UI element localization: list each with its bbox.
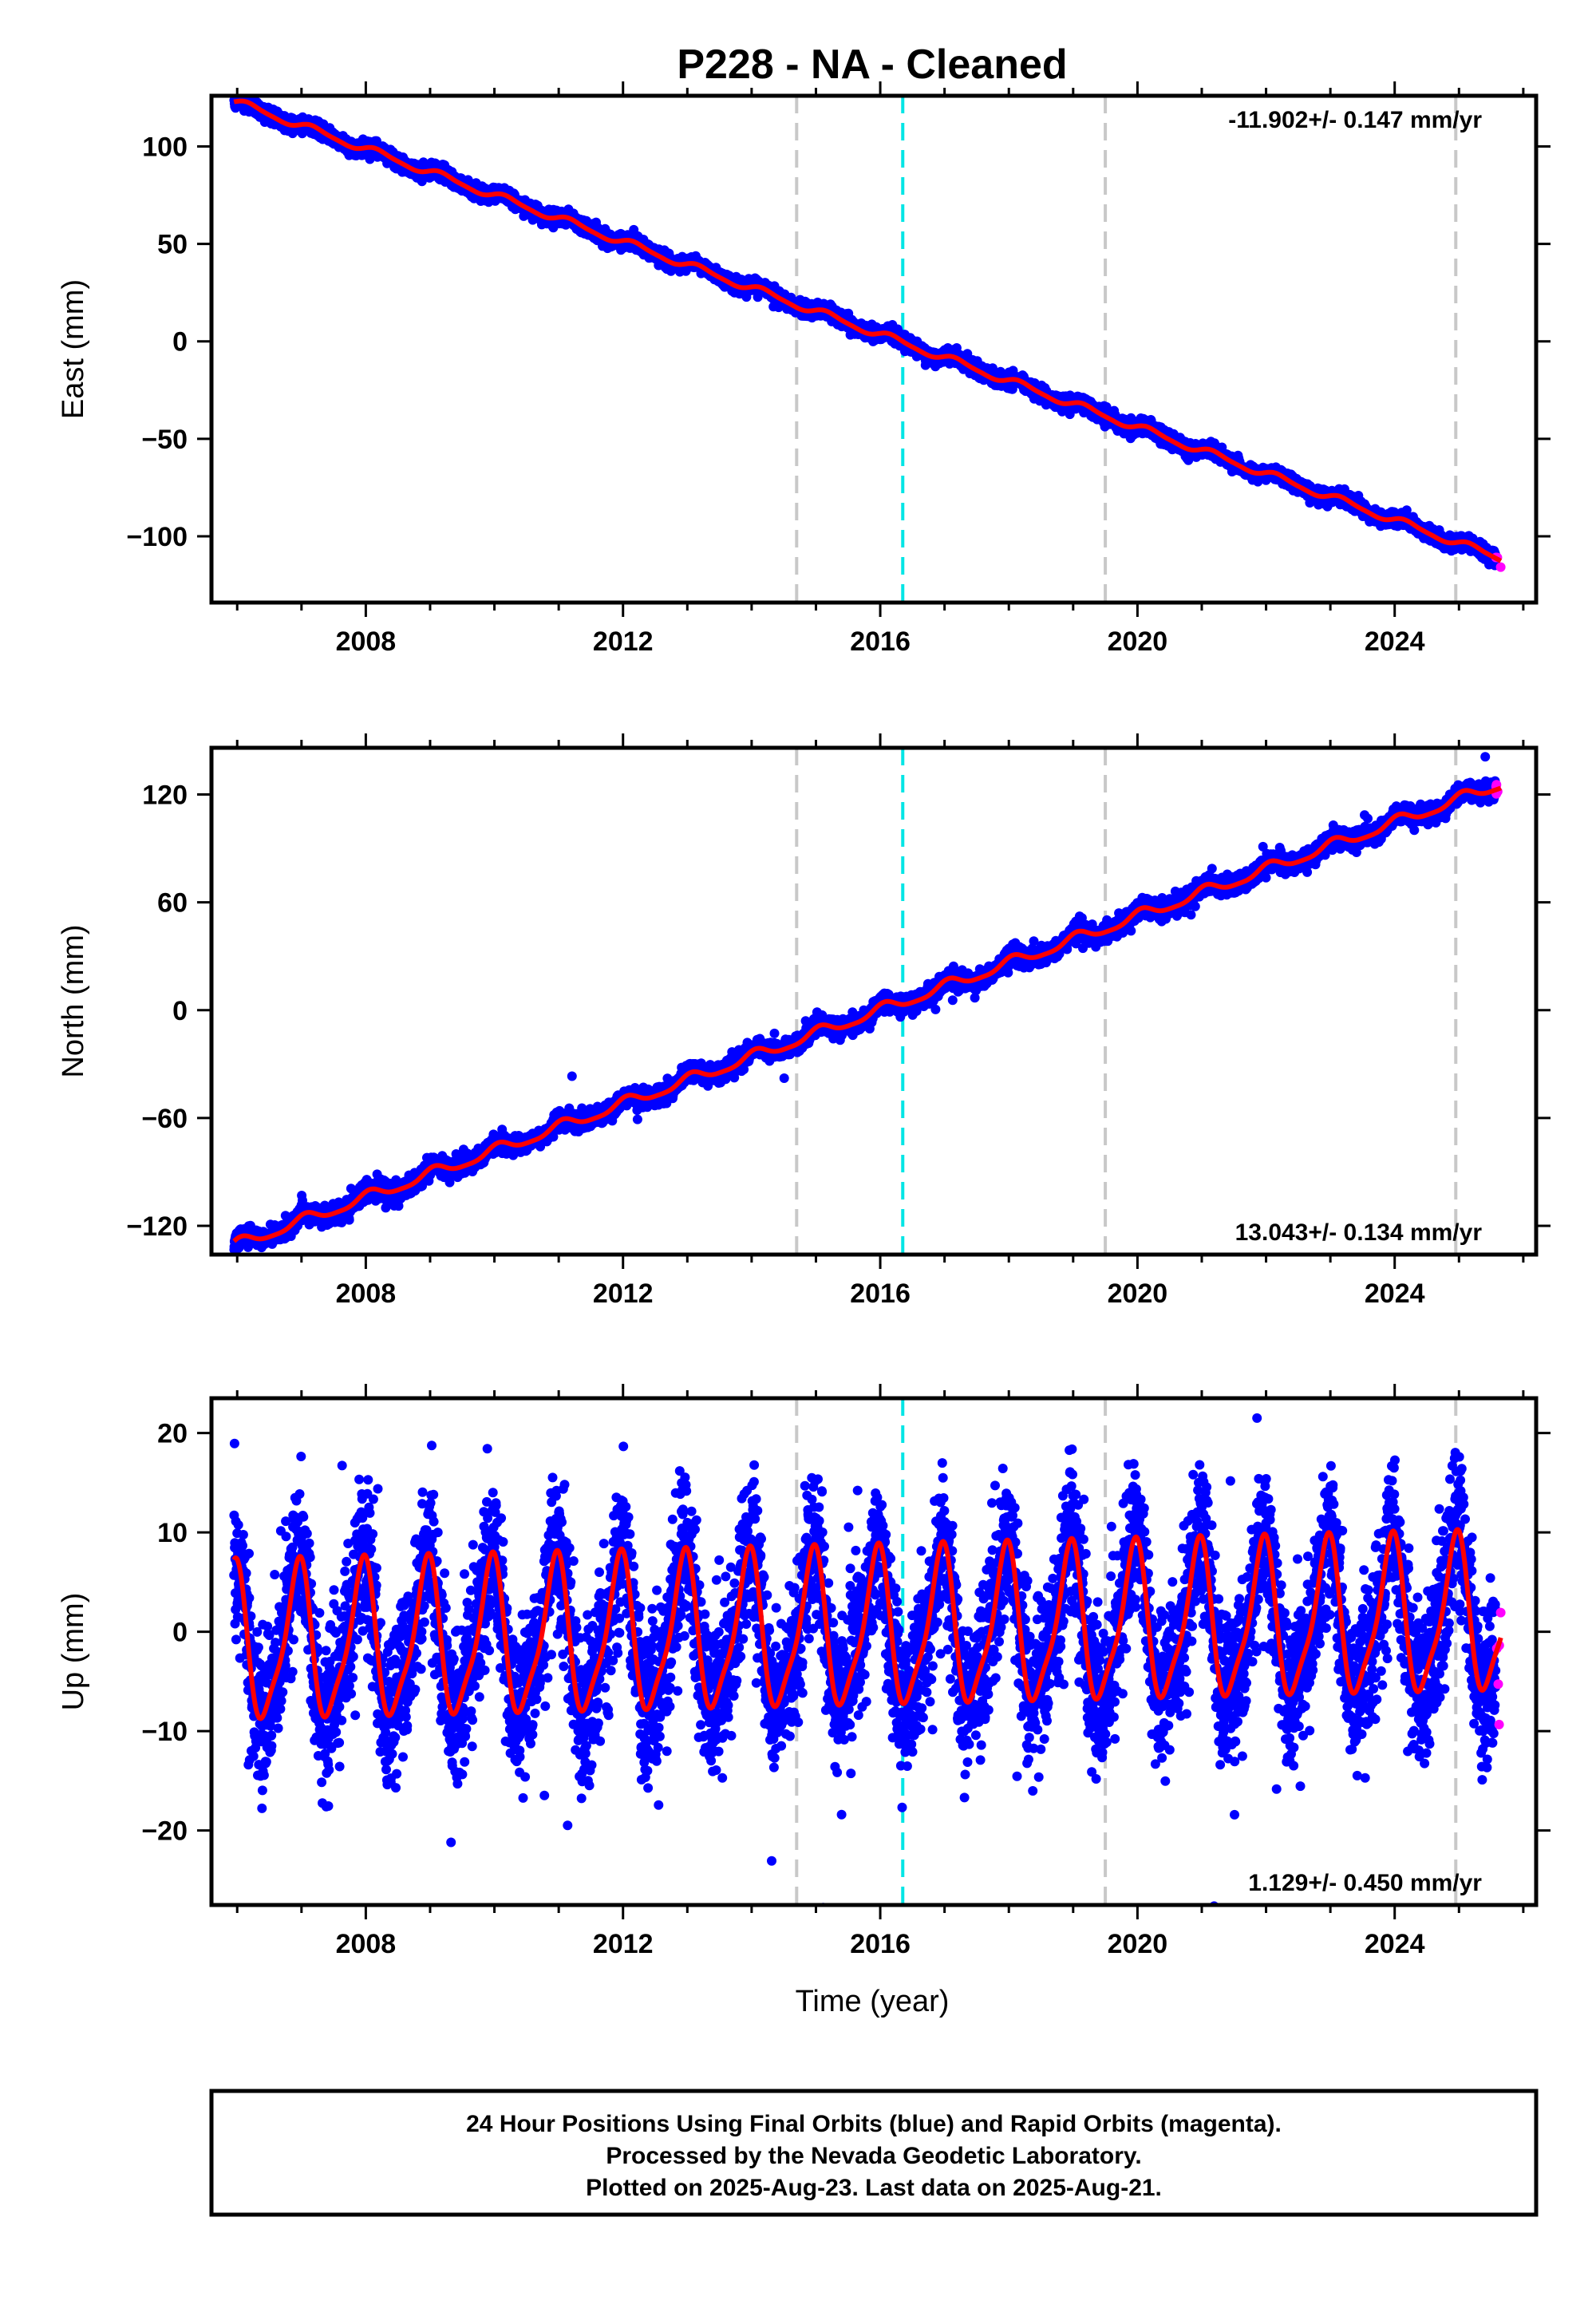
figure-title: P228 - NA - Cleaned [677, 41, 1067, 88]
east-plot-area [229, 96, 1506, 603]
